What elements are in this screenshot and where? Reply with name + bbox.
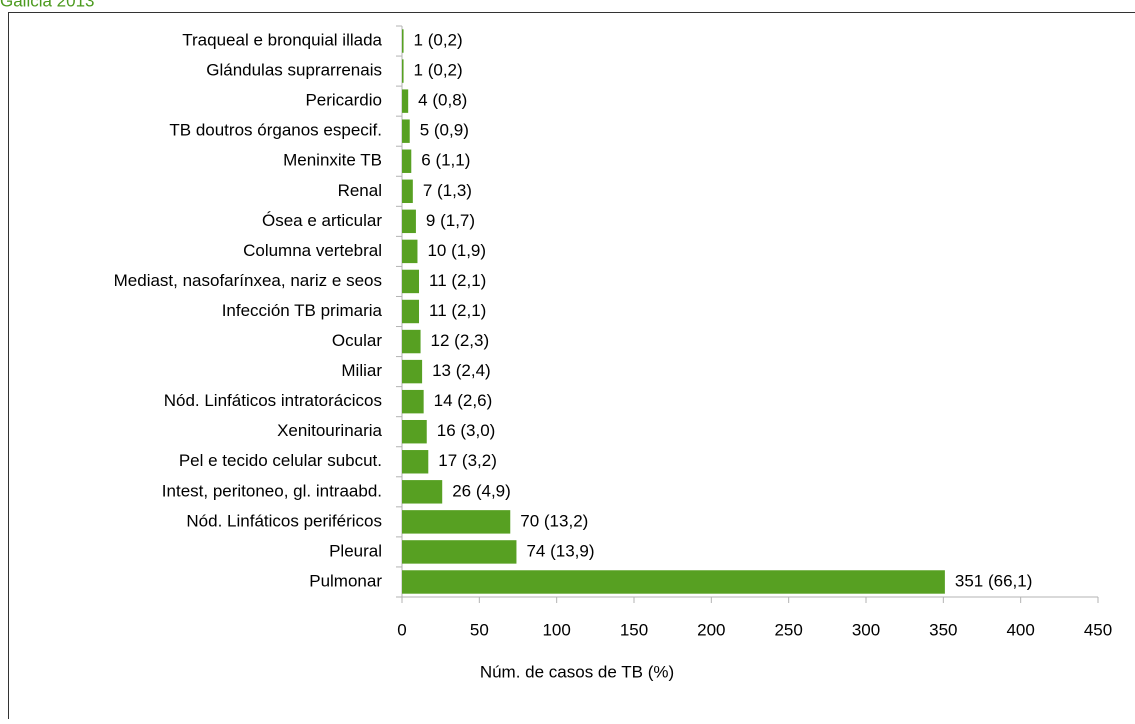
value-label: 10 (1,9): [427, 241, 486, 260]
value-label: 17 (3,2): [438, 451, 497, 470]
bar: [402, 270, 419, 293]
bar: [402, 570, 945, 593]
y-tick-label: Pulmonar: [309, 571, 382, 590]
y-tick-label: Traqueal e bronquial illada: [182, 31, 382, 50]
value-label: 26 (4,9): [452, 481, 511, 500]
bar: [402, 540, 516, 563]
value-label: 1 (0,2): [414, 61, 463, 80]
x-tick-label: 400: [1006, 620, 1034, 639]
value-label: 12 (2,3): [431, 331, 490, 350]
bar: [402, 89, 408, 112]
x-tick-label: 50: [470, 620, 489, 639]
bar: [402, 59, 404, 82]
bar: [402, 480, 442, 503]
bar: [402, 150, 411, 173]
y-tick-label: Pericardio: [305, 91, 382, 110]
x-tick-label: 200: [697, 620, 725, 639]
y-tick-label: Ocular: [332, 331, 382, 350]
value-label: 14 (2,6): [434, 391, 493, 410]
value-label: 351 (66,1): [955, 571, 1033, 590]
y-tick-label: TB doutros órganos especif.: [169, 121, 382, 140]
value-label: 1 (0,2): [414, 31, 463, 50]
value-label: 6 (1,1): [421, 151, 470, 170]
y-tick-label: Miliar: [341, 361, 382, 380]
x-tick-label: 350: [929, 620, 957, 639]
bar: [402, 210, 416, 233]
value-label: 7 (1,3): [423, 181, 472, 200]
bar: [402, 450, 428, 473]
chart-frame: [9, 13, 1135, 720]
bar: [402, 300, 419, 323]
y-tick-label: Renal: [338, 181, 382, 200]
bar: [402, 390, 424, 413]
x-axis-label: Núm. de casos de TB (%): [480, 662, 674, 681]
bar: [402, 360, 422, 383]
value-label: 9 (1,7): [426, 211, 475, 230]
y-tick-label: Xenitourinaria: [277, 421, 382, 440]
value-label: 16 (3,0): [437, 421, 496, 440]
y-tick-label: Pleural: [329, 541, 382, 560]
value-label: 5 (0,9): [420, 121, 469, 140]
bar: [402, 330, 421, 353]
bar: [402, 119, 410, 142]
y-tick-label: Pel e tecido celular subcut.: [179, 451, 382, 470]
x-tick-label: 300: [852, 620, 880, 639]
bar: [402, 420, 427, 443]
value-label: 4 (0,8): [418, 91, 467, 110]
x-tick-label: 150: [620, 620, 648, 639]
value-label: 70 (13,2): [520, 511, 588, 530]
y-tick-label: Meninxite TB: [283, 151, 382, 170]
chart-title: Galicia 2013: [0, 0, 95, 10]
y-tick-label: Glándulas suprarrenais: [206, 61, 382, 80]
y-tick-label: Ósea e articular: [262, 211, 382, 230]
y-tick-label: Nód. Linfáticos periféricos: [186, 511, 382, 530]
y-tick-label: Columna vertebral: [243, 241, 382, 260]
bar: [402, 29, 404, 52]
x-tick-label: 450: [1084, 620, 1112, 639]
bar: [402, 240, 417, 263]
value-label: 11 (2,1): [429, 301, 486, 320]
value-label: 11 (2,1): [429, 271, 486, 290]
value-label: 74 (13,9): [526, 541, 594, 560]
y-tick-label: Intest, peritoneo, gl. intraabd.: [162, 481, 382, 500]
y-tick-label: Mediast, nasofarínxea, nariz e seos: [114, 271, 382, 290]
x-tick-label: 250: [774, 620, 802, 639]
bar: [402, 510, 510, 533]
bar: [402, 180, 413, 203]
value-label: 13 (2,4): [432, 361, 491, 380]
y-tick-label: Nód. Linfáticos intratorácicos: [164, 391, 382, 410]
x-tick-label: 0: [397, 620, 406, 639]
x-tick-label: 100: [542, 620, 570, 639]
y-tick-label: Infección TB primaria: [222, 301, 383, 320]
